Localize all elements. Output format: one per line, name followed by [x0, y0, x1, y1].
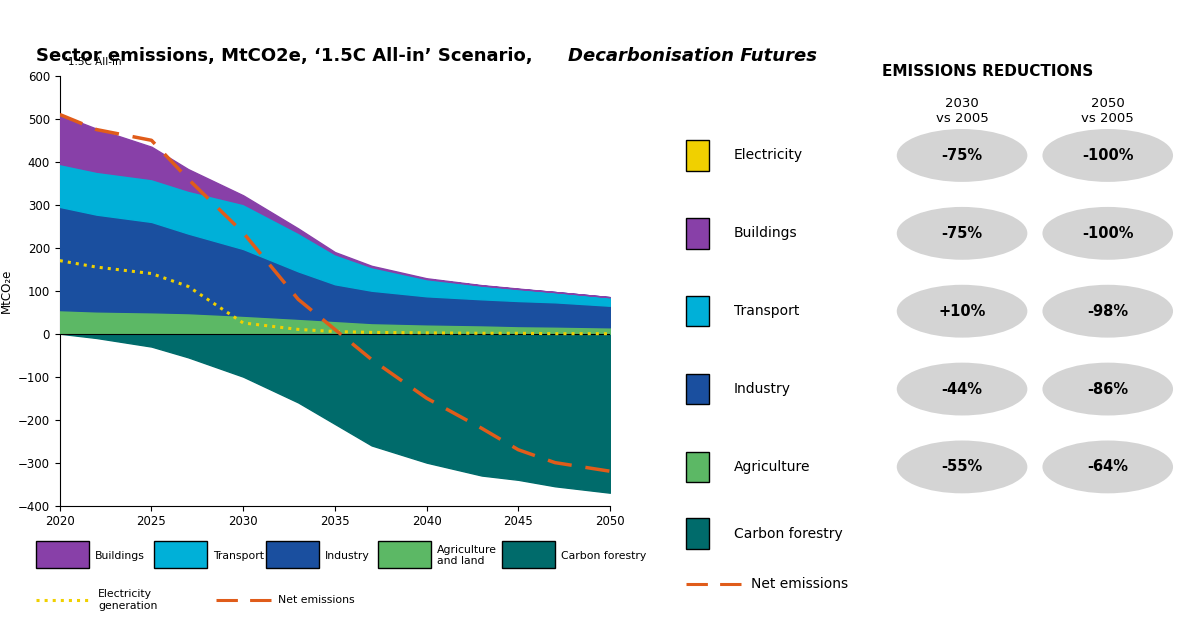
- FancyBboxPatch shape: [685, 452, 709, 482]
- Ellipse shape: [1043, 129, 1173, 182]
- Ellipse shape: [1043, 441, 1173, 494]
- Ellipse shape: [1043, 207, 1173, 260]
- Text: -44%: -44%: [941, 382, 983, 396]
- Text: Industry: Industry: [325, 550, 370, 561]
- Text: Transport: Transport: [733, 304, 799, 318]
- Text: Buildings: Buildings: [733, 226, 797, 240]
- Text: Electricity: Electricity: [733, 149, 803, 162]
- Ellipse shape: [897, 129, 1027, 182]
- Text: EMISSIONS REDUCTIONS: EMISSIONS REDUCTIONS: [881, 64, 1093, 79]
- FancyBboxPatch shape: [36, 542, 89, 568]
- FancyBboxPatch shape: [685, 140, 709, 171]
- Text: Carbon forestry: Carbon forestry: [561, 550, 647, 561]
- Ellipse shape: [1043, 285, 1173, 337]
- Ellipse shape: [897, 441, 1027, 494]
- FancyBboxPatch shape: [154, 542, 207, 568]
- Text: -86%: -86%: [1087, 382, 1128, 396]
- Text: -98%: -98%: [1087, 304, 1128, 319]
- Ellipse shape: [897, 285, 1027, 337]
- FancyBboxPatch shape: [685, 374, 709, 404]
- Text: Sector emissions, MtCO2e, ‘1.5C All-in’ Scenario,: Sector emissions, MtCO2e, ‘1.5C All-in’ …: [36, 47, 538, 65]
- Text: Agriculture
and land: Agriculture and land: [437, 545, 498, 566]
- Text: Electricity
generation: Electricity generation: [98, 589, 158, 611]
- Text: Net emissions: Net emissions: [279, 595, 355, 605]
- Text: Agriculture: Agriculture: [733, 460, 810, 474]
- Text: '1.5C All-in': '1.5C All-in': [66, 58, 124, 67]
- FancyBboxPatch shape: [502, 542, 555, 568]
- Text: Net emissions: Net emissions: [751, 577, 848, 591]
- FancyBboxPatch shape: [266, 542, 319, 568]
- Ellipse shape: [1043, 363, 1173, 415]
- FancyBboxPatch shape: [685, 296, 709, 327]
- Y-axis label: MtCO₂e: MtCO₂e: [0, 269, 12, 313]
- Text: 2030
vs 2005: 2030 vs 2005: [935, 97, 988, 125]
- Text: Decarbonisation Futures: Decarbonisation Futures: [568, 47, 817, 65]
- Text: -100%: -100%: [1082, 148, 1134, 163]
- FancyBboxPatch shape: [685, 518, 709, 549]
- Text: Industry: Industry: [733, 382, 791, 396]
- Text: -64%: -64%: [1087, 459, 1128, 475]
- Text: -100%: -100%: [1082, 226, 1134, 241]
- Text: 2050
vs 2005: 2050 vs 2005: [1081, 97, 1134, 125]
- FancyBboxPatch shape: [378, 542, 431, 568]
- Text: -55%: -55%: [941, 459, 983, 475]
- Ellipse shape: [897, 363, 1027, 415]
- Text: -75%: -75%: [941, 226, 983, 241]
- Text: Carbon forestry: Carbon forestry: [733, 526, 842, 540]
- Text: Transport: Transport: [213, 550, 264, 561]
- Text: Buildings: Buildings: [94, 550, 145, 561]
- Text: +10%: +10%: [939, 304, 986, 319]
- Ellipse shape: [897, 207, 1027, 260]
- Text: -75%: -75%: [941, 148, 983, 163]
- FancyBboxPatch shape: [685, 218, 709, 248]
